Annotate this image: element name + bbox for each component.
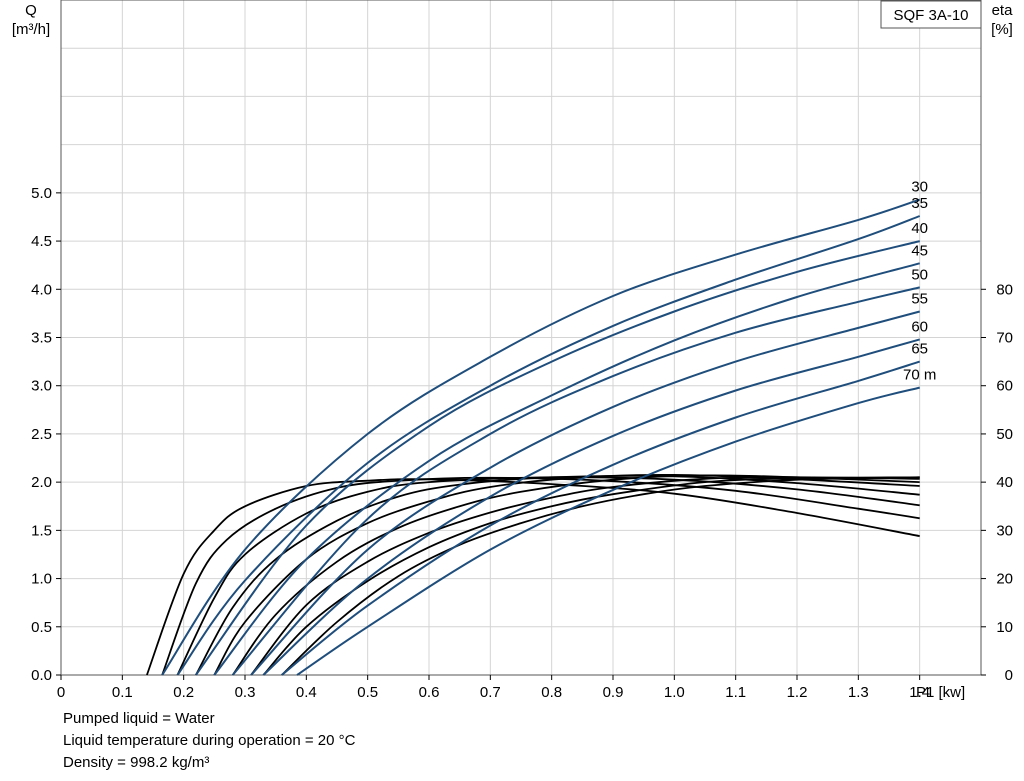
- x-tick-label: 1.4: [909, 684, 930, 701]
- y-right-tick-label: 40: [996, 474, 1013, 491]
- y-left-tick-label: 2.0: [31, 474, 52, 491]
- axis-labels: Q [m³/h] eta [%] P1 [kw] SQF 3A-10: [12, 0, 1014, 701]
- flow-curve-label-35: 35: [911, 195, 928, 212]
- efficiency-curve-7: [250, 476, 920, 676]
- flow-curve-label-70-m: 70 m: [903, 367, 936, 384]
- x-tick-label: 0.4: [296, 684, 317, 701]
- y-left-axis-unit: [m³/h]: [12, 21, 50, 38]
- flow-curve-45: [213, 262, 920, 676]
- y-right-tick-label: 0: [1005, 667, 1013, 684]
- efficiency-curve-9: [281, 476, 920, 676]
- x-tick-label: 0.6: [419, 684, 440, 701]
- flow-curve-55: [250, 310, 920, 676]
- flow-curve-label-45: 45: [911, 242, 928, 259]
- x-tick-label: 0.3: [235, 684, 256, 701]
- note-liquid-temperature: Liquid temperature during operation = 20…: [63, 732, 356, 749]
- y-left-axis-name: Q: [25, 2, 37, 19]
- flow-curve-50: [231, 286, 920, 676]
- y-left-tick-label: 3.5: [31, 330, 52, 347]
- y-left-tick-label: 0.0: [31, 667, 52, 684]
- x-tick-label: 1.1: [725, 684, 746, 701]
- efficiency-curve-6: [231, 474, 920, 676]
- y-left-tick-label: 5.0: [31, 185, 52, 202]
- efficiency-curve-2: [161, 476, 920, 676]
- flow-curve-label-40: 40: [911, 220, 928, 237]
- flow-curve-35: [176, 215, 921, 676]
- x-tick-label: 0.2: [173, 684, 194, 701]
- x-tick-label: 0.7: [480, 684, 501, 701]
- flow-curve-label-55: 55: [911, 290, 928, 307]
- y-left-tick-label: 1.0: [31, 571, 52, 588]
- x-tick-label: 1.2: [787, 684, 808, 701]
- flow-curve-40: [195, 240, 920, 676]
- y-left-tick-label: 2.5: [31, 426, 52, 443]
- flow-curve-60: [262, 338, 920, 676]
- y-left-tick-label: 1.5: [31, 522, 52, 539]
- efficiency-curve-3: [176, 476, 920, 676]
- title-box: [880, 0, 982, 29]
- y-left-tick-label: 3.0: [31, 378, 52, 395]
- liquid-notes: Pumped liquid = Water Liquid temperature…: [63, 708, 355, 774]
- axis-ticks: 0 0.1 0.2 0.3 0.4 0.5 0.6 0.7 0.8 0.9 1.0 1.1 1.2 1.3…: [31, 185, 1013, 701]
- efficiency-curve-1: [146, 478, 920, 676]
- x-axis-label: P1 [kw]: [916, 684, 965, 701]
- y-left-tick-label: 0.5: [31, 619, 52, 636]
- efficiency-curves: [146, 473, 920, 676]
- flow-curve-label-60: 60: [911, 318, 928, 335]
- x-tick-label: 1.3: [848, 684, 869, 701]
- y-left-tick-label: 4.5: [31, 233, 52, 250]
- efficiency-curve-8: [262, 476, 920, 676]
- y-right-tick-label: 80: [996, 281, 1013, 298]
- y-left-tick-label: 4.0: [31, 281, 52, 298]
- x-tick-label: 0.8: [541, 684, 562, 701]
- x-tick-label: 0.1: [112, 684, 133, 701]
- note-pumped-liquid: Pumped liquid = Water: [63, 710, 215, 727]
- y-right-tick-label: 10: [996, 619, 1013, 636]
- flow-curve-label-65: 65: [911, 341, 928, 358]
- y-right-tick-label: 60: [996, 378, 1013, 395]
- x-tick-label: 0: [57, 684, 65, 701]
- y-right-tick-label: 20: [996, 571, 1013, 588]
- flow-curve-30: [161, 198, 921, 676]
- flow-curve-label-30: 30: [911, 179, 928, 196]
- pump-performance-chart: 0 0.1 0.2 0.3 0.4 0.5 0.6 0.7 0.8 0.9 1.0 1.1 1.2 1.3…: [12, 0, 1014, 701]
- chart-title: SQF 3A-10: [893, 7, 968, 24]
- y-right-axis-unit: [%]: [991, 21, 1013, 38]
- y-right-tick-label: 70: [996, 330, 1013, 347]
- x-tick-label: 0.9: [603, 684, 624, 701]
- note-density: Density = 998.2 kg/m³: [63, 754, 210, 771]
- y-right-tick-label: 50: [996, 426, 1013, 443]
- grid: [60, 0, 982, 676]
- flow-curve-70-m: [296, 386, 920, 676]
- x-tick-label: 0.5: [357, 684, 378, 701]
- flow-curve-65: [281, 360, 920, 676]
- y-right-axis-name: eta: [992, 2, 1014, 19]
- x-tick-label: 1.0: [664, 684, 685, 701]
- y-right-tick-label: 30: [996, 522, 1013, 539]
- flow-curve-label-50: 50: [911, 266, 928, 283]
